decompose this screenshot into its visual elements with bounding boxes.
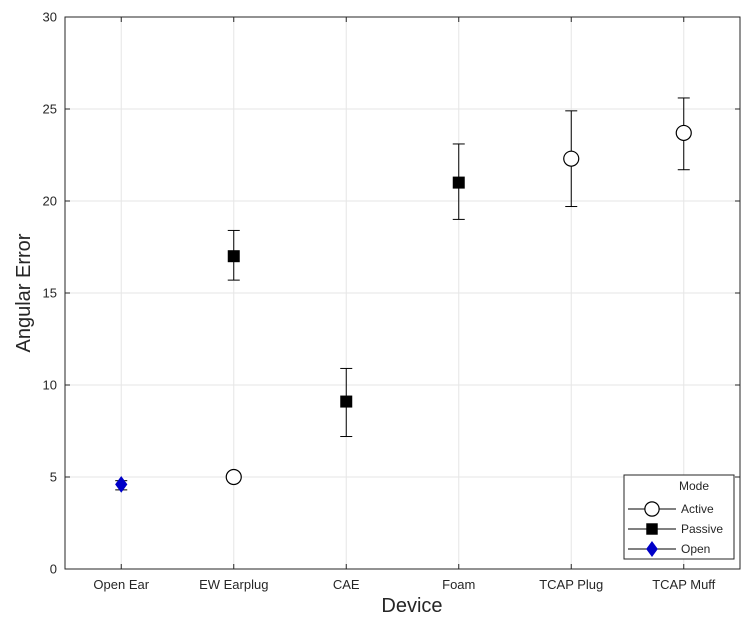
point-passive-foam (452, 176, 465, 189)
legend-marker-open (646, 541, 658, 557)
axes (64, 16, 741, 570)
series-open (115, 476, 128, 493)
y-tick-label: 10 (43, 378, 57, 393)
legend-box (623, 474, 735, 560)
x-tick-label-tcap-muff: TCAP Muff (652, 577, 715, 592)
x-tick-label-foam: Foam (442, 577, 475, 592)
legend-marker-passive (646, 523, 658, 535)
y-axis-title: Angular Error (13, 233, 35, 352)
y-tick-label: 20 (43, 194, 57, 209)
point-active-ew-earplug (225, 468, 242, 486)
y-tick-label: 25 (43, 102, 57, 117)
point-passive-ew-earplug (227, 250, 240, 263)
point-passive-cae (340, 395, 353, 408)
legend: Mode Active Passive Open (623, 474, 735, 560)
legend-label-active: Active (681, 502, 714, 516)
legend-label-passive: Passive (681, 522, 723, 536)
y-tick-label: 0 (50, 562, 57, 577)
point-open-open-ear (115, 476, 128, 493)
legend-marker-active (644, 501, 660, 517)
y-tick-label: 15 (43, 286, 57, 301)
point-active-tcap-plug (563, 150, 580, 167)
legend-title: Mode (679, 479, 709, 493)
tick-labels: 0 5 10 15 20 25 30 Open Ear EW Earplug CAE Foam TCA… (43, 10, 716, 593)
data-marks (115, 97, 692, 493)
x-tick-label-open-ear: Open Ear (93, 577, 149, 592)
series-passive (227, 143, 465, 438)
x-axis-title: Device (381, 595, 442, 617)
y-tick-label: 5 (50, 470, 57, 485)
x-tick-label-cae: CAE (333, 577, 360, 592)
y-tick-label: 30 (43, 10, 57, 25)
x-tick-label-tcap-plug: TCAP Plug (539, 577, 603, 592)
grid-lines (65, 16, 740, 570)
legend-label-open: Open (681, 542, 710, 556)
x-tick-label-ew-earplug: EW Earplug (199, 577, 268, 592)
series-active (225, 97, 692, 486)
point-active-tcap-muff (675, 124, 692, 142)
